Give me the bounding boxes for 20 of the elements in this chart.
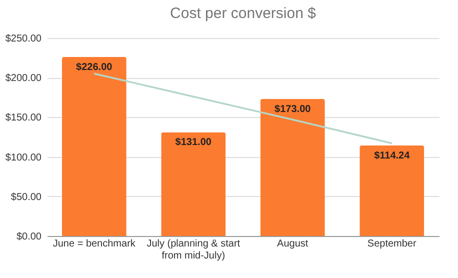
y-tick-label: $100.00: [5, 152, 42, 164]
y-tick-label: $150.00: [5, 112, 42, 124]
x-tick-label: September: [367, 238, 417, 250]
y-tick-label: $250.00: [5, 34, 42, 44]
line-series: [93, 72, 393, 144]
bar: [62, 57, 126, 236]
y-tick-label: $200.00: [5, 73, 42, 84]
data-label: $173.00: [274, 104, 312, 115]
chart-title: Cost per conversion $: [170, 5, 317, 22]
x-tick-label: June = benchmark: [52, 238, 136, 250]
data-label: $226.00: [76, 62, 113, 74]
y-tick-label: $0.00: [16, 232, 42, 242]
x-tick-label: August: [277, 238, 308, 250]
data-label: $114.24: [374, 150, 410, 162]
bar: [360, 146, 424, 236]
bar: [161, 132, 226, 236]
bar: [260, 98, 325, 236]
x-tick-label: July (planning & start from mid-July): [146, 238, 240, 262]
data-label: $131.00: [175, 137, 212, 148]
y-tick-label: $50.00: [10, 192, 42, 203]
